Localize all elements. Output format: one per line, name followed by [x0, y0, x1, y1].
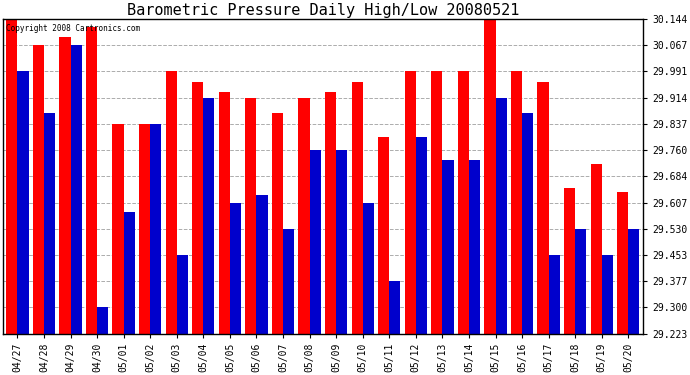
Bar [575, 229, 586, 334]
Title: Barometric Pressure Daily High/Low 20080521: Barometric Pressure Daily High/Low 20080… [127, 3, 519, 18]
Bar [17, 71, 28, 334]
Bar [86, 27, 97, 334]
Bar [298, 98, 310, 334]
Bar [219, 92, 230, 334]
Bar [6, 19, 17, 334]
Bar [416, 136, 427, 334]
Bar [310, 150, 321, 334]
Bar [511, 71, 522, 334]
Bar [442, 160, 453, 334]
Bar [564, 188, 575, 334]
Bar [124, 212, 135, 334]
Text: Copyright 2008 Cartronics.com: Copyright 2008 Cartronics.com [6, 24, 140, 33]
Bar [230, 202, 241, 334]
Bar [404, 71, 416, 334]
Bar [112, 124, 124, 334]
Bar [378, 136, 389, 334]
Bar [629, 229, 640, 334]
Bar [484, 19, 495, 334]
Bar [70, 45, 81, 334]
Bar [325, 92, 336, 334]
Bar [59, 37, 70, 334]
Bar [246, 98, 257, 334]
Bar [538, 82, 549, 334]
Bar [431, 71, 442, 334]
Bar [363, 202, 374, 334]
Bar [591, 164, 602, 334]
Bar [617, 192, 629, 334]
Bar [150, 124, 161, 334]
Bar [193, 82, 204, 334]
Bar [549, 255, 560, 334]
Bar [166, 71, 177, 334]
Bar [336, 150, 347, 334]
Bar [257, 195, 268, 334]
Bar [33, 45, 44, 334]
Bar [283, 229, 294, 334]
Bar [177, 255, 188, 334]
Bar [272, 113, 283, 334]
Bar [522, 112, 533, 334]
Bar [351, 82, 363, 334]
Bar [495, 98, 506, 334]
Bar [389, 281, 400, 334]
Bar [44, 113, 55, 334]
Bar [602, 255, 613, 334]
Bar [204, 98, 215, 334]
Bar [97, 308, 108, 334]
Bar [139, 124, 150, 334]
Bar [457, 71, 469, 334]
Bar [469, 160, 480, 334]
